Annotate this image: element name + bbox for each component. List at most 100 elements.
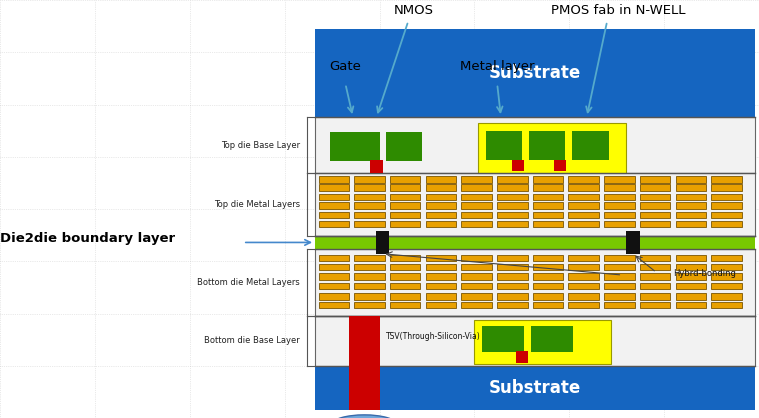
Bar — [640, 255, 670, 261]
Bar — [390, 176, 420, 183]
Bar — [640, 212, 670, 218]
Bar — [604, 293, 635, 300]
Bar — [568, 283, 599, 289]
Bar — [315, 173, 755, 236]
Bar — [319, 273, 349, 280]
Bar — [531, 326, 573, 352]
Bar — [640, 293, 670, 300]
Bar — [640, 283, 670, 289]
Bar — [461, 184, 492, 191]
Bar — [390, 302, 420, 308]
Bar — [497, 264, 528, 270]
Bar — [676, 283, 706, 289]
Bar — [529, 131, 565, 160]
Bar — [426, 212, 456, 218]
Text: Top die Metal Layers: Top die Metal Layers — [214, 200, 300, 209]
Bar — [461, 302, 492, 308]
Bar — [482, 326, 524, 352]
Bar — [604, 302, 635, 308]
Text: Bottom die Metal Layers: Bottom die Metal Layers — [197, 278, 300, 287]
Bar — [390, 255, 420, 261]
Bar — [604, 184, 635, 191]
Bar — [390, 264, 420, 270]
Bar — [568, 273, 599, 280]
Text: TSV(Through-Silicon-Via): TSV(Through-Silicon-Via) — [386, 332, 480, 341]
Bar — [497, 212, 528, 218]
Bar — [354, 293, 385, 300]
Bar — [568, 264, 599, 270]
Bar — [426, 194, 456, 200]
Bar — [497, 273, 528, 280]
Bar — [390, 202, 420, 209]
Bar — [533, 293, 563, 300]
Bar — [370, 160, 383, 173]
Bar — [711, 194, 742, 200]
Bar — [676, 264, 706, 270]
Bar — [354, 273, 385, 280]
Bar — [474, 320, 611, 364]
Bar — [426, 255, 456, 261]
Bar — [386, 132, 422, 161]
Bar — [315, 29, 755, 117]
Bar — [711, 302, 742, 308]
Bar — [390, 184, 420, 191]
Bar — [461, 176, 492, 183]
Bar — [533, 202, 563, 209]
Bar — [426, 273, 456, 280]
Bar — [604, 176, 635, 183]
Bar — [319, 184, 349, 191]
Bar — [319, 176, 349, 183]
Bar — [390, 194, 420, 200]
Bar — [604, 221, 635, 227]
Bar — [315, 236, 755, 249]
Bar — [626, 231, 640, 254]
Text: NMOS: NMOS — [394, 4, 433, 17]
Text: Bottom die Base Layer: Bottom die Base Layer — [204, 336, 300, 345]
Bar — [711, 212, 742, 218]
Bar — [390, 283, 420, 289]
Bar — [533, 264, 563, 270]
Text: Gate: Gate — [329, 60, 361, 74]
Bar — [554, 160, 566, 171]
Bar — [426, 264, 456, 270]
Bar — [426, 184, 456, 191]
Bar — [376, 231, 389, 254]
Bar — [315, 117, 755, 173]
Ellipse shape — [332, 415, 396, 418]
Bar — [426, 283, 456, 289]
Bar — [676, 202, 706, 209]
Bar — [676, 255, 706, 261]
Bar — [533, 221, 563, 227]
Bar — [572, 131, 609, 160]
Bar — [676, 184, 706, 191]
Bar — [461, 255, 492, 261]
Bar — [568, 255, 599, 261]
Bar — [676, 221, 706, 227]
Bar — [533, 283, 563, 289]
Bar — [533, 255, 563, 261]
Bar — [711, 255, 742, 261]
Bar — [426, 302, 456, 308]
Bar — [461, 212, 492, 218]
Bar — [461, 221, 492, 227]
Bar — [354, 264, 385, 270]
Bar — [319, 293, 349, 300]
Bar — [604, 273, 635, 280]
Bar — [315, 366, 755, 410]
Bar — [640, 194, 670, 200]
Bar — [568, 293, 599, 300]
Bar — [426, 176, 456, 183]
Bar — [516, 351, 528, 363]
Bar — [426, 293, 456, 300]
Bar — [426, 202, 456, 209]
Bar — [497, 293, 528, 300]
Bar — [497, 202, 528, 209]
Bar — [640, 202, 670, 209]
Bar — [319, 212, 349, 218]
Bar — [461, 293, 492, 300]
Bar — [533, 184, 563, 191]
Bar — [354, 184, 385, 191]
Bar — [533, 212, 563, 218]
Bar — [711, 184, 742, 191]
Bar — [390, 221, 420, 227]
